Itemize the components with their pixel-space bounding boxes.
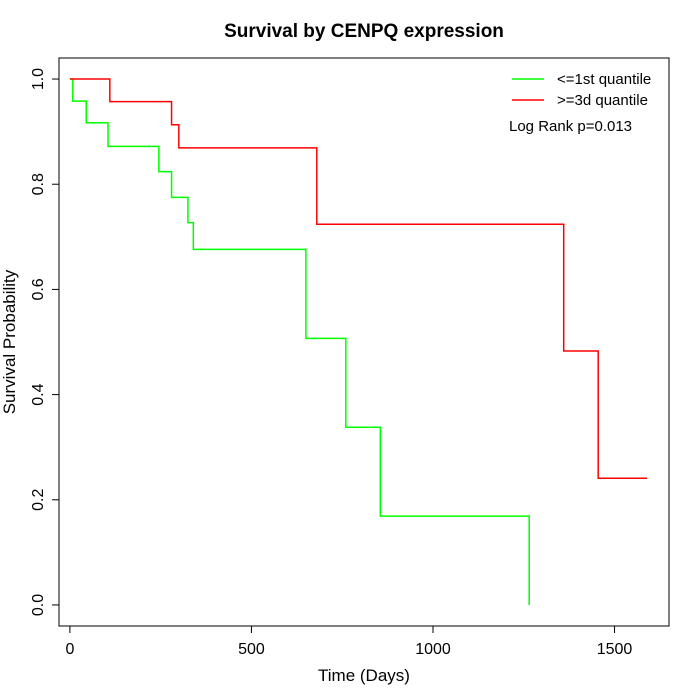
legend-label-low: <=1st quantile: [557, 71, 651, 88]
y-tick-label: 0.4: [30, 383, 47, 405]
x-tick-label: 1500: [597, 641, 633, 658]
y-tick-label: 0.6: [30, 278, 47, 300]
y-tick-label: 1.0: [30, 68, 47, 90]
x-tick-label: 500: [238, 641, 265, 658]
x-tick-label: 1000: [415, 641, 451, 658]
y-axis: 0.0 0.2 0.4 0.6 0.8 1.0: [30, 68, 60, 616]
log-rank-annotation: Log Rank p=0.013: [509, 118, 632, 135]
series-layer: [69, 78, 648, 605]
series-line-0: [69, 78, 530, 605]
y-tick-label: 0.2: [30, 489, 47, 511]
chart-title: Survival by CENPQ expression: [224, 21, 504, 42]
legend-label-high: >=3d quantile: [557, 92, 648, 109]
legend: <=1st quantile >=3d quantile: [512, 71, 651, 109]
y-tick-label: 0.8: [30, 173, 47, 195]
x-tick-label: 0: [65, 641, 74, 658]
x-axis: 0 500 1000 1500: [65, 625, 633, 658]
plot-frame: [58, 57, 670, 627]
y-tick-label: 0.0: [30, 594, 47, 616]
y-axis-label: Survival Probability: [0, 269, 19, 414]
series-line-1: [69, 78, 648, 479]
x-axis-label: Time (Days): [318, 666, 410, 685]
